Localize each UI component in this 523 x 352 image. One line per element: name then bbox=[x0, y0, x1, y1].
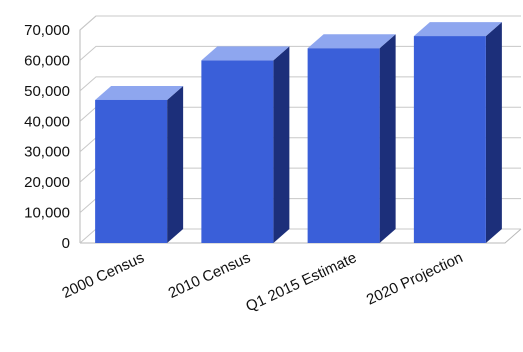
y-tick-label: 10,000 bbox=[24, 205, 70, 222]
x-category-label: 2010 Census bbox=[166, 249, 253, 302]
bar-front bbox=[307, 48, 380, 243]
bar-side bbox=[379, 34, 396, 243]
bar-front bbox=[201, 60, 274, 243]
bar-top bbox=[413, 22, 502, 37]
bar bbox=[413, 22, 502, 244]
bar bbox=[95, 85, 184, 243]
bar-top bbox=[95, 85, 184, 100]
y-tick-label: 0 bbox=[62, 235, 70, 252]
bar-top bbox=[307, 34, 396, 49]
bar-front bbox=[413, 36, 486, 244]
bar bbox=[307, 34, 396, 243]
y-tick-label: 30,000 bbox=[24, 144, 70, 161]
x-category-label: Q1 2015 Estimate bbox=[243, 249, 359, 315]
y-tick-label: 60,000 bbox=[24, 52, 70, 69]
y-tick-label: 70,000 bbox=[24, 22, 70, 39]
gridline bbox=[79, 15, 521, 31]
bar-top bbox=[201, 46, 290, 61]
bars bbox=[95, 22, 502, 244]
bar-side bbox=[485, 22, 502, 244]
x-category-label: 2020 Projection bbox=[364, 249, 466, 308]
y-tick-label: 20,000 bbox=[24, 174, 70, 191]
y-tick-label: 50,000 bbox=[24, 83, 70, 100]
bar bbox=[201, 46, 290, 243]
x-category-label: 2000 Census bbox=[60, 249, 147, 302]
bar-front bbox=[95, 99, 168, 243]
bar-side bbox=[273, 46, 290, 243]
bar-side bbox=[167, 85, 184, 243]
y-axis-ticks: 0 10,000 20,000 30,000 40,000 50,000 60,000 70,… bbox=[24, 22, 70, 252]
y-tick-label: 40,000 bbox=[24, 113, 70, 130]
